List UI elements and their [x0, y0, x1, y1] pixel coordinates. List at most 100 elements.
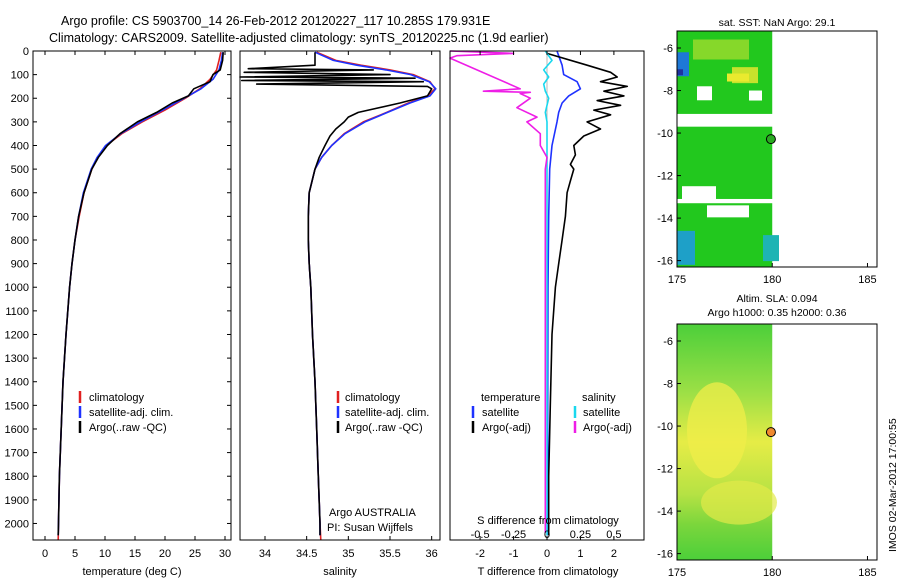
depth-tick-label: 900 [11, 259, 29, 271]
x-tick-label: 25 [189, 548, 201, 560]
x-tick-label: 30 [219, 548, 231, 560]
depth-tick-label: 1800 [5, 471, 29, 483]
salinity-legend: climatology satellite-adj. clim. Argo(..… [336, 391, 429, 434]
depth-tick-label: 1500 [5, 400, 29, 412]
sst-map-frame [676, 30, 878, 268]
map-x-tick-label: 175 [668, 567, 686, 579]
map-y-tick-label: -8 [663, 379, 673, 391]
depth-tick-label: 600 [11, 188, 29, 200]
legend-label-t-satellite: satellite [482, 407, 519, 419]
depth-tick-label: 1200 [5, 329, 29, 341]
x-tick-label: -1 [509, 548, 519, 560]
map-x-tick-label: 185 [858, 274, 876, 286]
map-x-tick-label: 175 [668, 274, 686, 286]
depth-tick-label: 1100 [5, 306, 29, 318]
depth-tick-label: 200 [11, 93, 29, 105]
x-tick-label: 10 [99, 548, 111, 560]
map-y-tick-label: -6 [663, 336, 673, 348]
salinity-plot [239, 51, 437, 541]
map-y-tick-label: -10 [657, 128, 673, 140]
x-tick-label: 35 [342, 548, 354, 560]
series-line-argo-raw-qc- [57, 52, 224, 536]
x-tick-label: 2 [611, 548, 617, 560]
depth-tick-label: 300 [11, 117, 29, 129]
sla-map-field [677, 324, 777, 560]
depth-tick-label: 2000 [5, 518, 29, 530]
sla-map-subtitle: Argo h1000: 0.35 h2000: 0.36 [708, 307, 847, 319]
temperature-legend: climatology satellite-adj. clim. Argo(..… [78, 391, 173, 434]
s-tick-label: 0.5 [606, 529, 621, 541]
map-y-tick-label: -14 [657, 213, 673, 225]
sst-cloud-gap [697, 86, 712, 101]
x-tick-label: 0 [42, 548, 48, 560]
profile-location-marker [765, 427, 776, 438]
map-y-tick-label: -12 [657, 171, 673, 183]
map-x-tick-label: 180 [763, 274, 781, 286]
argo-institution: Argo AUSTRALIA [329, 507, 416, 519]
salinity-xlabel: salinity [323, 566, 357, 578]
map-y-tick-label: -14 [657, 506, 673, 518]
depth-tick-label: 1600 [5, 424, 29, 436]
legend-label-s-satellite: satellite [583, 407, 620, 419]
s-tick-label: 0 [544, 529, 550, 541]
series-line-s-satellite [542, 50, 553, 536]
series-line-s-argo-adj- [449, 50, 548, 533]
sla-map-frame [676, 323, 878, 561]
legend-label-argo: Argo(..raw -QC) [345, 422, 423, 434]
map-y-tick-label: -10 [657, 421, 673, 433]
series-line-climatology [307, 51, 436, 541]
x-tick-label: 0 [544, 548, 550, 560]
map-y-tick-label: -16 [657, 256, 673, 268]
map-y-tick-label: -16 [657, 549, 673, 561]
x-tick-label: -2 [475, 548, 485, 560]
x-tick-label: 35.5 [379, 548, 400, 560]
sst-cloud-gap [682, 186, 716, 209]
sst-cool-patch [677, 230, 695, 265]
depth-tick-label: 100 [11, 70, 29, 82]
sla-high-patch [701, 480, 777, 525]
series-line-t-argo-adj- [546, 52, 629, 536]
x-tick-label: 1 [577, 548, 583, 560]
temperature-plot [57, 52, 224, 541]
temperature-panel: 0100200300400500600700800900100011001200… [5, 46, 232, 578]
depth-tick-label: 700 [11, 211, 29, 223]
sst-cool-patch [677, 69, 683, 76]
s-difference-label: S difference from climatology [477, 515, 619, 527]
legend-label-climatology: climatology [89, 392, 145, 404]
legend-header-salinity: salinity [582, 392, 616, 404]
sst-warm-patch [693, 39, 749, 60]
profile-location-marker [765, 134, 776, 145]
depth-tick-label: 1000 [5, 282, 29, 294]
depth-tick-label: 1400 [5, 377, 29, 389]
legend-label-t-argo: Argo(-adj) [482, 422, 531, 434]
difference-plot [449, 50, 629, 540]
sst-map-ticks: 175 180 185 -6 -8 -10 -12 -14 -16 [657, 43, 877, 286]
difference-legend: temperature satellite Argo(-adj) salinit… [471, 392, 632, 434]
s-tick-label: -0.5 [471, 529, 490, 541]
sst-cloud-gap [749, 90, 762, 101]
depth-tick-label: 500 [11, 164, 29, 176]
sla-map-title: Altim. SLA: 0.094 [736, 293, 817, 305]
legend-label-s-argo: Argo(-adj) [583, 422, 632, 434]
x-tick-label: 36 [426, 548, 438, 560]
depth-tick-label: 400 [11, 140, 29, 152]
depth-tick-label: 800 [11, 235, 29, 247]
legend-header-temperature: temperature [481, 392, 540, 404]
map-y-tick-label: -6 [663, 43, 673, 55]
legend-label-satellite: satellite-adj. clim. [89, 407, 173, 419]
sst-cool-patch [763, 235, 779, 262]
map-y-tick-label: -8 [663, 86, 673, 98]
salinity-axes-frame [239, 50, 441, 541]
difference-panel: -2 -1 0 1 2 temperature satellite Argo(-adj)… [449, 50, 645, 578]
salinity-ticks: 34 34.5 35 35.5 36 [259, 51, 438, 560]
legend-label-satellite: satellite-adj. clim. [345, 407, 429, 419]
series-line-argo-raw-qc- [239, 52, 433, 536]
series-line-climatology [57, 52, 222, 541]
series-line-satellite-adj-clim- [307, 51, 437, 536]
t-difference-xlabel: T difference from climatology [478, 566, 619, 578]
depth-tick-label: 0 [23, 46, 29, 58]
sst-map-field [677, 31, 779, 267]
x-tick-label: 20 [159, 548, 171, 560]
argo-pi: PI: Susan Wijffels [327, 522, 413, 534]
